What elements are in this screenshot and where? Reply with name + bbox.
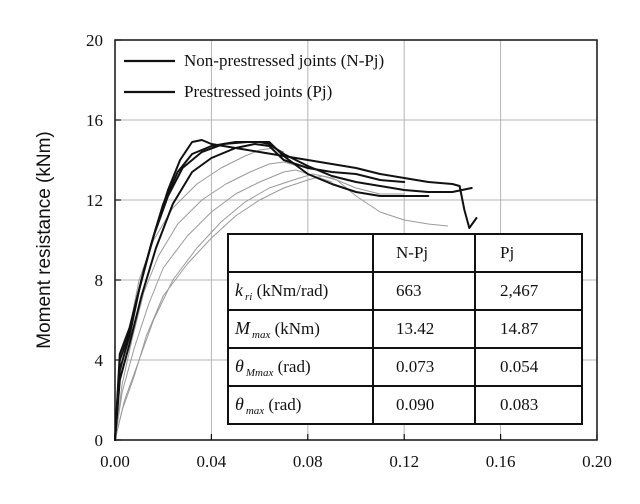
y-tick-label: 16: [86, 111, 103, 130]
table-header-npj: N-Pj: [372, 233, 476, 273]
table-header-pj: Pj: [474, 233, 583, 273]
table-row: k ri (kNm/rad) 663 2,467: [227, 271, 583, 311]
legend: Non-prestressed joints (N-Pj) Prestressed…: [124, 51, 384, 101]
y-tick-label: 12: [86, 191, 103, 210]
row-label: θ Mmax (rad): [227, 347, 374, 387]
y-tick-label: 0: [95, 431, 104, 450]
npj-value: 13.42: [372, 309, 476, 349]
x-tick-label: 0.00: [100, 452, 130, 471]
axis-ticks: 0.00 0.04 0.08 0.12 0.16 0.20 0 4 8 12 16 20: [86, 31, 612, 471]
x-tick-label: 0.04: [197, 452, 227, 471]
npj-series-line: [114, 169, 333, 441]
npj-value: 0.090: [372, 385, 476, 425]
legend-label: Prestressed joints (Pj): [184, 82, 332, 101]
table-row: θ max (rad) 0.090 0.083: [227, 385, 583, 425]
npj-series-line: [114, 161, 299, 441]
pj-value: 2,467: [474, 271, 583, 311]
y-axis-title: Moment resistance (kNm): [34, 131, 55, 349]
x-tick-label: 0.08: [293, 452, 323, 471]
table-row: θ Mmax (rad) 0.073 0.054: [227, 347, 583, 387]
table-header-row: N-Pj Pj: [227, 233, 583, 273]
y-tick-label: 8: [95, 271, 104, 290]
pj-series-line: [114, 143, 406, 441]
pj-value: 14.87: [474, 309, 583, 349]
x-tick-label: 0.20: [582, 452, 612, 471]
table-header-blank: [227, 233, 374, 273]
pj-value: 0.083: [474, 385, 583, 425]
pj-value: 0.054: [474, 347, 583, 387]
series-lines: [114, 139, 478, 441]
row-label: k ri (kNm/rad): [227, 271, 374, 311]
npj-value: 663: [372, 271, 476, 311]
x-tick-label: 0.12: [389, 452, 419, 471]
plot-frame: [114, 39, 598, 441]
pj-series-line: [114, 141, 430, 441]
y-tick-label: 20: [86, 31, 103, 50]
y-tick-label: 4: [95, 351, 104, 370]
npj-series-line: [114, 175, 449, 441]
npj-value: 0.073: [372, 347, 476, 387]
x-tick-label: 0.16: [486, 452, 516, 471]
row-label: θ max (rad): [227, 385, 374, 425]
legend-label: Non-prestressed joints (N-Pj): [184, 51, 384, 70]
npj-series-line: [114, 173, 405, 441]
